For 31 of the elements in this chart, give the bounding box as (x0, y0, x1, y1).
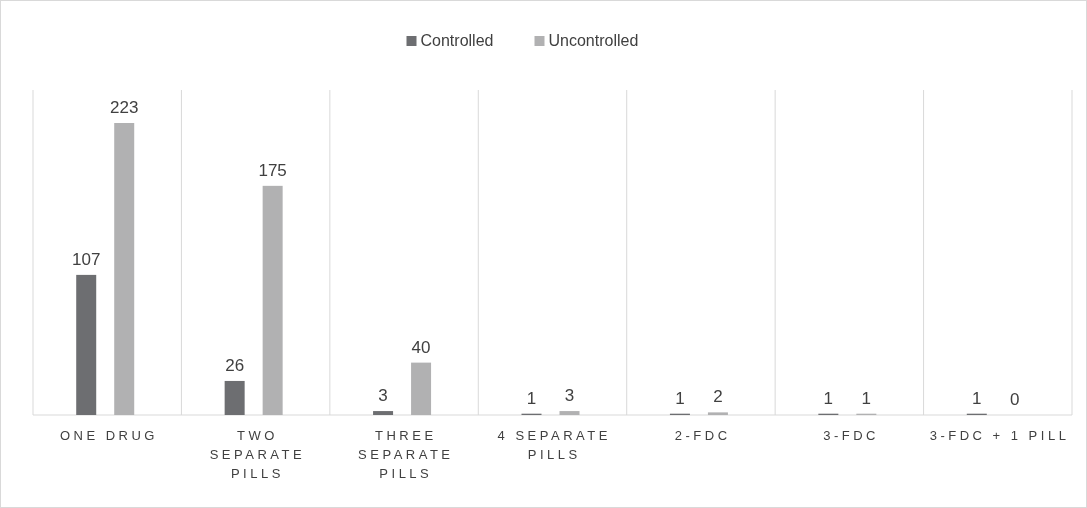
bar (262, 185, 283, 415)
x-tick-label: 3-FDC + 1 PILL (929, 428, 1070, 443)
data-label: 2 (713, 387, 723, 407)
x-tick-label: ONE DRUG (59, 428, 158, 443)
x-tick-label: 3-FDC (823, 428, 879, 443)
data-label: 223 (110, 98, 139, 117)
data-label: 0 (1010, 390, 1020, 409)
bar (411, 362, 432, 415)
data-label: 40 (411, 337, 431, 357)
data-label: 1 (972, 388, 982, 408)
x-tick-label: TWO SEPARATE PILLS (209, 428, 306, 481)
x-tick-label: 2-FDC (674, 428, 731, 443)
bar (76, 274, 97, 415)
bar (707, 412, 728, 415)
data-label: 1 (861, 388, 872, 408)
data-label: 107 (72, 249, 101, 269)
data-label: 1 (675, 388, 685, 408)
bar (559, 411, 580, 415)
data-label: 175 (258, 160, 287, 180)
data-label: 26 (225, 355, 245, 375)
data-label: 3 (378, 386, 388, 406)
bar (224, 380, 245, 415)
bar (373, 411, 394, 415)
x-tick-label: 4 SEPARATE PILLS (497, 428, 611, 462)
data-label: 1 (526, 388, 537, 408)
x-tick-label: THREE SEPARATE PILLS (358, 428, 454, 481)
data-label: 1 (823, 388, 834, 408)
legend-label: Uncontrolled (548, 32, 639, 49)
legend-label: Controlled (420, 32, 494, 49)
bar (114, 123, 135, 415)
data-label: 3 (564, 386, 575, 406)
